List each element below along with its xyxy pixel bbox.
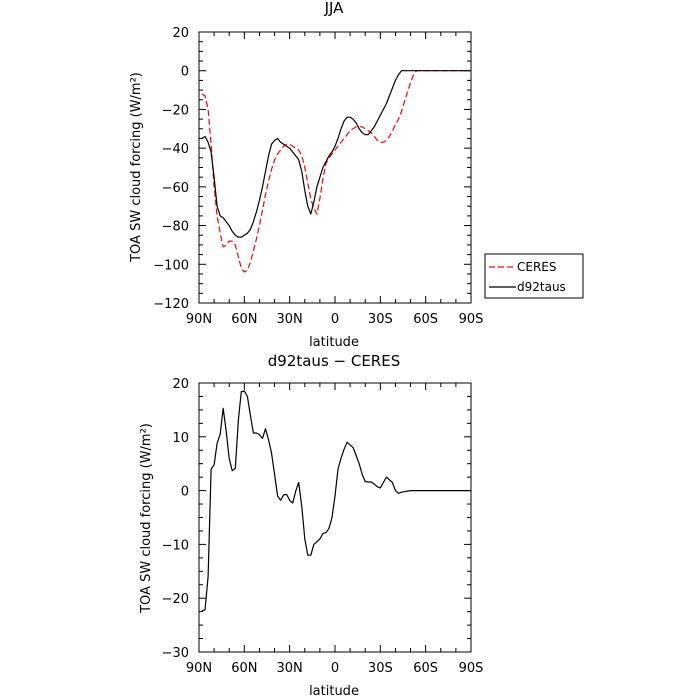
legend: CERES d92taus [484,253,584,299]
y-tick-label: −10 [162,538,189,553]
y-tick-label: −60 [162,181,189,196]
y-tick-label: 10 [172,431,189,446]
x-axis-label: latitude [309,335,359,350]
chart-title: JJA [324,0,345,17]
legend-box [484,253,584,299]
x-tick-label: 90N [186,312,212,327]
chart-panel-difference: d92taus − CERES 90N 60N 30N 0 30S 60S 90S −30−… [139,352,483,699]
y-tick-label: −120 [153,297,189,312]
x-tick-label: 60N [231,661,257,676]
legend-label-d92taus: d92taus [517,280,566,294]
x-tick-label: 60S [413,661,438,676]
y-tick-label: 20 [172,26,189,41]
series-group [201,390,471,612]
y-axis-ticks: −120 −100 −80 −60 −40 −20 0 20 [153,26,471,312]
x-tick-label: 0 [331,661,339,676]
y-tick-label: −20 [162,592,189,607]
y-axis-label: TOA SW cloud forcing (W/m²) [129,72,144,263]
x-tick-label: 60S [413,312,438,327]
plot-frame [198,382,472,653]
x-tick-label: 60N [231,312,257,327]
series-line-ceres [201,70,471,273]
series-line-d92taus [201,70,471,238]
x-tick-label: 30N [277,312,303,327]
y-tick-label: −100 [153,258,189,273]
y-axis-label: TOA SW cloud forcing (W/m²) [139,423,154,614]
x-axis-ticks: 90N 60N 30N 0 30S 60S 90S [186,383,484,676]
chart-panel-jja: JJA 90N 60N 30N 0 30S 60S 90S −120 −100 −80 −60 −4… [129,0,584,350]
x-axis-ticks: 90N 60N 30N 0 30S 60S 90S [186,32,484,327]
chart-title: d92taus − CERES [268,352,400,370]
x-tick-label: 30S [368,661,393,676]
x-tick-label: 90N [186,661,212,676]
y-tick-label: 0 [181,65,189,80]
y-tick-label: −30 [162,646,189,661]
y-tick-label: −40 [162,142,189,157]
y-tick-label: 0 [181,485,189,500]
x-axis-label: latitude [309,684,359,699]
x-tick-label: 30N [277,661,303,676]
legend-label-ceres: CERES [517,260,557,274]
y-tick-label: −20 [162,103,189,118]
x-tick-label: 0 [331,312,339,327]
y-tick-label: −80 [162,220,189,235]
series-line-difference [201,390,471,612]
x-tick-label: 90S [459,312,484,327]
x-tick-label: 90S [459,661,484,676]
y-axis-ticks: −30 −20 −10 0 10 20 [162,377,471,661]
x-tick-label: 30S [368,312,393,327]
series-group [201,70,471,273]
y-tick-label: 20 [172,377,189,392]
